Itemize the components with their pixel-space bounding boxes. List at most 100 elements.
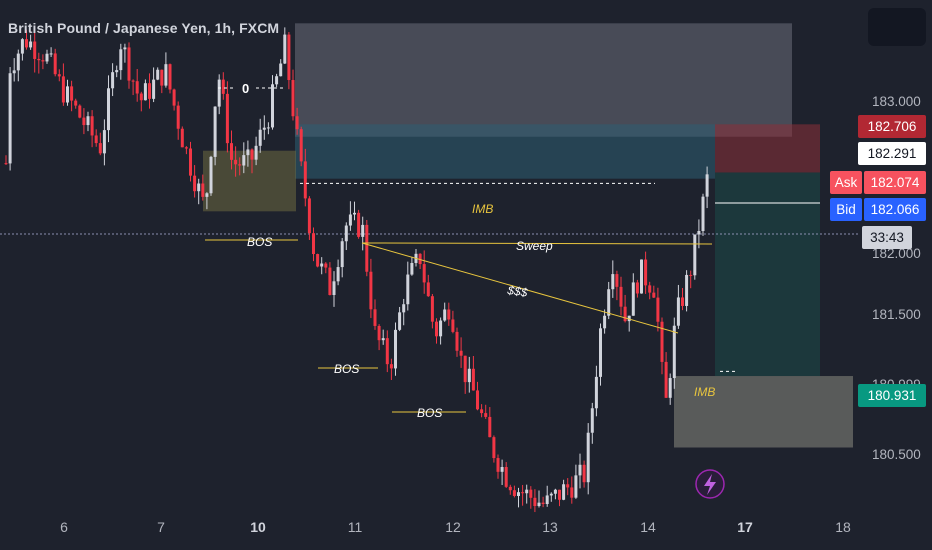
- candle-body: [90, 116, 94, 136]
- candle-body: [291, 80, 295, 117]
- candle-body: [78, 105, 82, 118]
- y-tick-182000-partial: 182.000: [872, 246, 921, 261]
- sweep-line: [361, 242, 713, 245]
- candle-body: [225, 93, 229, 144]
- candle-body: [582, 464, 586, 483]
- candle-body: [41, 60, 45, 62]
- candle-body: [615, 274, 619, 287]
- candle-body: [373, 309, 377, 326]
- candle-body: [135, 81, 139, 94]
- candle-body: [246, 149, 250, 156]
- candle-body: [455, 331, 459, 351]
- candle-body: [570, 487, 574, 498]
- candle-body: [652, 292, 656, 298]
- candle-body: [295, 116, 299, 130]
- candle-body: [213, 106, 217, 157]
- candle-body: [508, 486, 512, 491]
- candles-layer: [4, 27, 709, 513]
- candle-body: [8, 73, 12, 164]
- candle-body: [611, 274, 615, 290]
- annotation-labels-layer: 0 IMB IMB BOS BOS BOS Sweep $$$: [242, 81, 715, 420]
- candle-body: [574, 475, 578, 498]
- x-label-18: 18: [835, 519, 851, 535]
- candle-body: [250, 149, 254, 160]
- candle-body: [471, 368, 475, 391]
- candle-body: [127, 47, 131, 81]
- candle-body: [307, 198, 311, 234]
- candle-body: [644, 259, 648, 286]
- candle-body: [640, 259, 643, 294]
- candle-body: [107, 88, 110, 131]
- candle-body: [369, 271, 373, 310]
- candle-body: [193, 175, 197, 192]
- candle-body: [406, 274, 410, 305]
- candle-body: [160, 69, 164, 86]
- price-label-lower: 180.931: [858, 384, 926, 407]
- candle-body: [693, 234, 697, 276]
- zones-layer: [203, 23, 853, 448]
- top-right-panel[interactable]: [868, 8, 926, 46]
- candle-body: [20, 39, 24, 54]
- candle-body: [549, 493, 553, 496]
- liquidity-label: $$$: [506, 283, 529, 300]
- countdown-label: 33:43: [862, 226, 912, 249]
- candle-body: [594, 376, 598, 409]
- imb-bottom-label: IMB: [694, 385, 715, 399]
- candle-body: [635, 282, 639, 294]
- candle-body: [33, 41, 37, 59]
- y-tick-181500: 181.500: [872, 307, 921, 322]
- candle-body: [340, 241, 344, 268]
- candle-body: [402, 304, 406, 313]
- candle-body: [45, 53, 49, 62]
- candle-body: [176, 105, 180, 129]
- candle-body: [537, 502, 541, 507]
- candle-body: [685, 274, 689, 306]
- candle-body: [234, 159, 238, 165]
- zero-label: 0: [242, 81, 249, 96]
- candle-body: [447, 309, 451, 320]
- x-label-7: 7: [157, 519, 165, 535]
- candle-body: [82, 117, 86, 126]
- lightning-icon[interactable]: [695, 469, 725, 499]
- candle-body: [148, 83, 151, 99]
- candle-body: [627, 315, 631, 322]
- candle-body: [578, 464, 582, 476]
- candle-body: [320, 263, 324, 267]
- candle-body: [197, 183, 201, 192]
- zone-premium-box: [295, 23, 792, 137]
- x-label-12: 12: [445, 519, 461, 535]
- candle-body: [279, 63, 283, 77]
- candle-body: [439, 320, 443, 337]
- candle-body: [701, 196, 705, 232]
- candle-body: [348, 214, 352, 226]
- candle-body: [172, 89, 176, 106]
- candle-body: [562, 484, 566, 500]
- candle-body: [451, 319, 455, 332]
- candle-body: [443, 309, 447, 321]
- candle-body: [603, 315, 607, 329]
- candle-body: [168, 64, 172, 90]
- candle-body: [521, 492, 525, 494]
- candle-body: [377, 325, 381, 341]
- candle-body: [312, 233, 315, 255]
- candle-body: [668, 378, 672, 398]
- candle-body: [119, 49, 123, 71]
- candle-body: [102, 130, 106, 154]
- candle-body: [94, 135, 98, 144]
- candle-body: [254, 145, 258, 160]
- candle-body: [303, 161, 307, 199]
- candle-body: [426, 282, 430, 297]
- candle-body: [599, 328, 602, 377]
- zone-imbalance-box: [674, 376, 853, 448]
- price-label-upper: 182.706: [858, 115, 926, 138]
- candle-body: [86, 116, 90, 126]
- symbol-title: British Pound / Japanese Yen, 1h, FXCM: [8, 20, 280, 36]
- candle-body: [541, 502, 545, 505]
- candle-body: [271, 84, 274, 128]
- candle-body: [389, 364, 393, 369]
- candle-body: [459, 350, 463, 356]
- candle-body: [49, 53, 53, 55]
- candle-body: [517, 492, 520, 496]
